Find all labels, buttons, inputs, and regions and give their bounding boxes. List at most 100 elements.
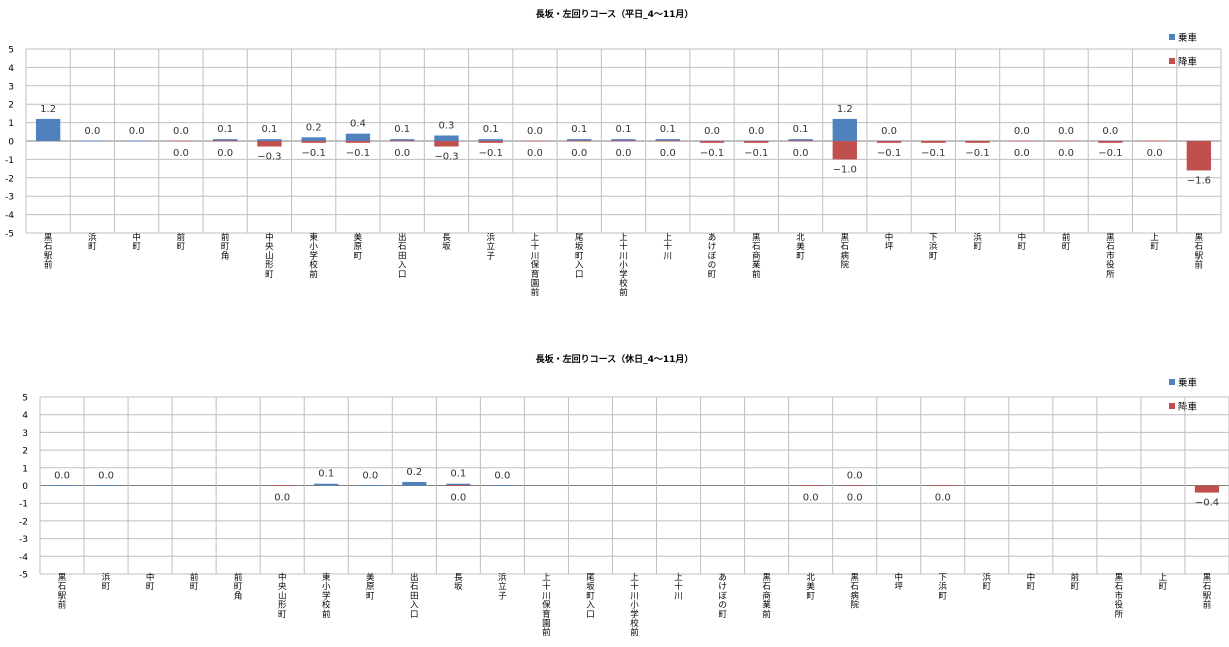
bar-alighting (1142, 140, 1167, 142)
bar-alighting (567, 140, 592, 142)
x-tick-label: 前町角 (234, 572, 243, 601)
x-tick-label: 美原町 (354, 232, 363, 261)
bar-alighting (842, 485, 867, 486)
x-tick-label: 長坂 (454, 573, 463, 592)
x-tick-label: 中町 (146, 572, 155, 592)
bar-alighting (930, 485, 955, 486)
x-tick-label: 浜町 (983, 572, 992, 592)
bar-alighting (446, 485, 471, 486)
x-tick-label: 北美町 (796, 233, 805, 261)
bar-alighting (699, 141, 725, 143)
data-label-alighting: −0.1 (965, 148, 989, 159)
data-label-boarding: 1.2 (40, 104, 56, 115)
bar-boarding (49, 485, 75, 486)
chart-title: 長坂・左回りコース（休日_4～11月） (535, 355, 694, 365)
bar-alighting (478, 141, 503, 143)
data-label-boarding: 0.0 (704, 126, 720, 137)
y-tick-label: 3 (22, 429, 28, 439)
data-label-alighting: 0.0 (1058, 148, 1074, 159)
y-tick-label: -1 (19, 500, 28, 510)
x-tick-label: 黒石市役所 (1106, 233, 1115, 280)
data-label-boarding: 0.4 (350, 119, 366, 130)
bar-alighting (744, 141, 769, 143)
bar-alighting (611, 140, 636, 142)
bar-boarding (655, 139, 680, 141)
bar-boarding (402, 481, 427, 486)
data-label-alighting: −0.1 (877, 148, 901, 159)
data-label-boarding: 0.1 (217, 124, 233, 135)
x-tick-label: 前町 (177, 232, 186, 252)
legend-swatch-alighting (1169, 403, 1175, 409)
x-tick-label: 前町 (190, 572, 199, 592)
data-label-boarding: 0.1 (394, 124, 410, 135)
plot-area: 5 4 3 2 1 0 -1 -2 -3 -4 -5 0.0 0.0 0.1 0.0 0.2 0.1 0.0 0.0… (19, 394, 1229, 638)
data-label-boarding: 0.0 (54, 471, 70, 482)
x-tick-label: 黒石駅前 (1203, 573, 1212, 611)
legend-label-alighting: 降車 (1178, 57, 1198, 68)
x-tick-label: 下浜町 (939, 573, 948, 601)
legend-label-boarding: 乗車 (1178, 378, 1198, 389)
legend-item-alighting: 降車 (1169, 399, 1225, 413)
data-label-alighting: −0.1 (479, 148, 503, 159)
x-tick-label: 前町 (1062, 232, 1071, 252)
x-tick-label: 浜町 (88, 232, 97, 252)
legend-item-alighting: 降車 (1169, 54, 1225, 68)
legend: 乗車 降車 (1169, 375, 1225, 423)
holiday-chart: 長坂・左回りコース（休日_4～11月） 乗車 降車 5 4 3 2 1 0 -1 -2 -3 -4… (0, 345, 1229, 647)
data-label-boarding: 0.2 (306, 122, 322, 133)
x-tick-label: 上町 (1150, 233, 1159, 252)
x-tick-label: あけぼの町 (718, 573, 727, 620)
data-label-boarding: 1.2 (837, 104, 853, 115)
data-label-alighting: 0.0 (450, 493, 466, 504)
data-label-boarding: 0.0 (1102, 126, 1118, 137)
x-tick-label: 東小学校前 (322, 572, 331, 620)
bar-alighting (1009, 140, 1035, 142)
data-label-alighting: 0.0 (571, 148, 587, 159)
data-label-boarding: 0.0 (1014, 126, 1030, 137)
bar-alighting (270, 485, 295, 486)
y-tick-label: 2 (8, 101, 14, 111)
x-tick-label: 上十川小学校前 (619, 233, 628, 298)
x-tick-label: 浜立子 (498, 572, 507, 601)
data-label-alighting: −0.1 (921, 148, 945, 159)
data-label-alighting: −1.6 (1187, 175, 1211, 186)
data-label-boarding: 0.1 (450, 469, 466, 480)
data-label-boarding: 0.2 (406, 467, 422, 478)
data-label-boarding: 0.0 (847, 471, 863, 482)
data-label-alighting: 0.0 (1147, 148, 1163, 159)
bar-boarding (301, 137, 326, 141)
bar-boarding (567, 139, 592, 141)
data-label-alighting: −0.3 (434, 152, 458, 163)
data-label-alighting: 0.0 (173, 148, 189, 159)
data-label-alighting: −0.1 (700, 148, 724, 159)
legend-swatch-boarding (1169, 379, 1175, 385)
bar-boarding (788, 139, 813, 141)
x-tick-label: 黒石駅前 (44, 233, 53, 271)
data-label-alighting: 0.0 (217, 148, 233, 159)
data-label-boarding: 0.0 (881, 126, 897, 137)
y-tick-label: -2 (19, 517, 28, 527)
data-label-alighting: −1.0 (833, 164, 857, 175)
legend-item-boarding: 乗車 (1169, 30, 1225, 44)
data-label-boarding: 0.0 (84, 126, 100, 137)
bar-boarding (345, 133, 371, 141)
data-label-boarding: 0.0 (129, 126, 145, 137)
data-label-boarding: 0.0 (98, 471, 114, 482)
data-label-alighting: 0.0 (527, 148, 543, 159)
data-label-boarding: 0.1 (571, 124, 587, 135)
legend-swatch-alighting (1169, 58, 1175, 64)
bar-boarding (35, 118, 61, 141)
x-tick-label: 黒石市役所 (1115, 573, 1124, 620)
y-tick-label: 0 (8, 138, 14, 148)
data-label-boarding: 0.1 (616, 124, 632, 135)
bar-alighting (832, 141, 857, 160)
x-tick-label: 出石田入口 (410, 572, 419, 620)
data-label-alighting: −0.1 (346, 148, 370, 159)
legend-swatch-boarding (1169, 34, 1175, 40)
y-tick-label: 5 (22, 394, 28, 404)
bar-alighting (168, 140, 194, 142)
data-label-alighting: 0.0 (935, 493, 951, 504)
y-tick-label: 5 (8, 46, 14, 56)
bar-alighting (1186, 141, 1212, 171)
y-tick-label: -1 (5, 156, 14, 166)
